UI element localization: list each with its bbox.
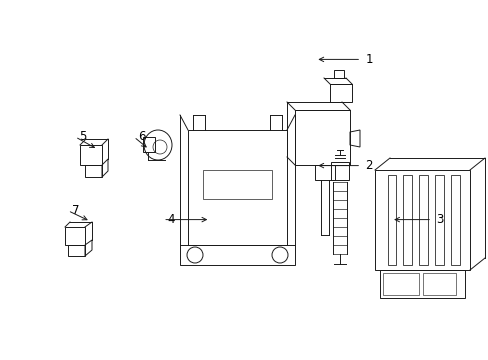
Text: 7: 7 (72, 204, 80, 217)
Bar (379, 270, 464, 298)
Bar (333, 70, 343, 78)
Bar (374, 170, 469, 270)
Bar (450, 175, 459, 265)
Text: 3: 3 (435, 213, 443, 226)
Bar (434, 175, 443, 265)
Bar (422, 273, 455, 295)
Text: 5: 5 (79, 130, 87, 143)
Bar (187, 130, 286, 245)
Bar (382, 273, 418, 295)
Text: 1: 1 (365, 53, 372, 66)
Bar (329, 84, 351, 102)
Text: 2: 2 (365, 159, 372, 172)
Bar (294, 110, 349, 165)
Bar (314, 165, 334, 180)
Bar (180, 245, 294, 265)
Bar (403, 175, 411, 265)
Bar (203, 170, 271, 199)
Bar (330, 162, 348, 180)
Bar (142, 137, 155, 152)
Text: 6: 6 (138, 130, 145, 143)
Bar (387, 175, 395, 265)
Text: 4: 4 (167, 213, 175, 226)
Bar (418, 175, 427, 265)
